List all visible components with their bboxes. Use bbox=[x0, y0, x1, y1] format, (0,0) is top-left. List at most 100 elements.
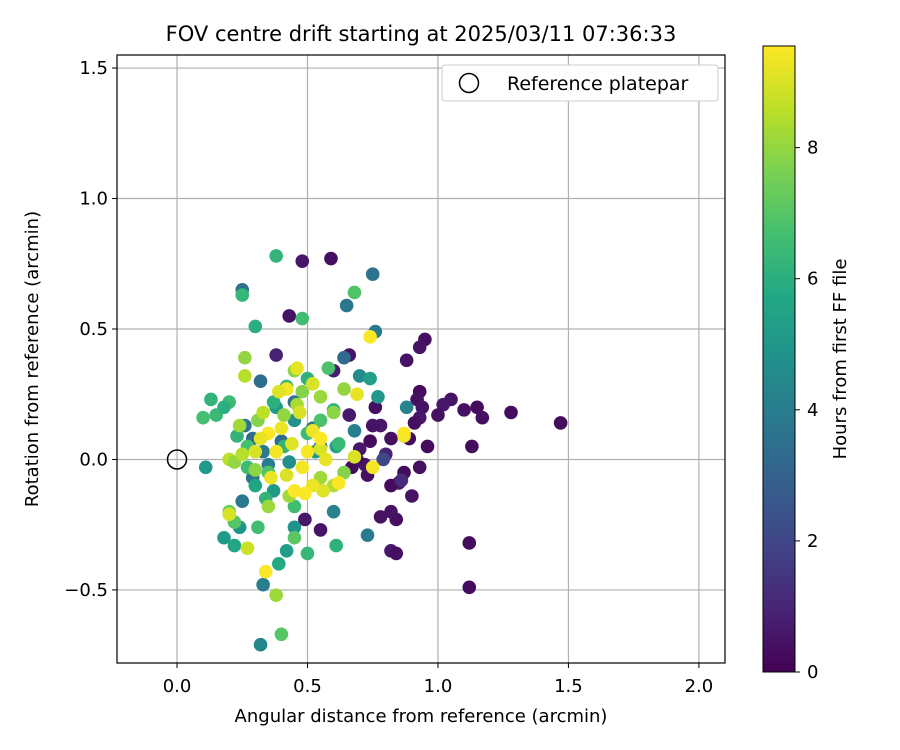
y-tick-label: 0.5 bbox=[79, 319, 108, 340]
scatter-point bbox=[300, 546, 315, 561]
scatter-point bbox=[269, 588, 283, 602]
scatter-point bbox=[298, 486, 312, 501]
scatter-point bbox=[292, 405, 307, 420]
scatter-point bbox=[436, 397, 450, 412]
scatter-point bbox=[269, 348, 283, 362]
scatter-point bbox=[300, 444, 315, 459]
scatter-point bbox=[368, 400, 383, 415]
scatter-point bbox=[431, 408, 445, 422]
scatter-point bbox=[360, 528, 375, 542]
scatter-point bbox=[365, 460, 380, 475]
scatter-point bbox=[269, 444, 283, 459]
scatter-point bbox=[248, 444, 263, 459]
scatter-point bbox=[313, 442, 328, 456]
scatter-point bbox=[222, 507, 237, 522]
scatter-point bbox=[347, 285, 362, 300]
scatter-point bbox=[287, 483, 302, 498]
scatter-point bbox=[313, 390, 328, 404]
scatter-point bbox=[227, 538, 242, 553]
scatter-point bbox=[305, 376, 320, 391]
scatter-point bbox=[384, 431, 398, 446]
legend-reference-marker bbox=[458, 72, 480, 94]
scatter-point bbox=[465, 439, 479, 454]
y-tick-label: 0.0 bbox=[79, 449, 108, 470]
scatter-point bbox=[217, 530, 231, 545]
scatter-point bbox=[332, 476, 346, 490]
scatter-point bbox=[238, 350, 252, 365]
scatter-point bbox=[264, 470, 278, 485]
scatter-point bbox=[412, 340, 427, 355]
scatter-point bbox=[196, 410, 210, 425]
x-axis-label: Angular distance from reference (arcmin) bbox=[235, 706, 608, 727]
scatter-point bbox=[240, 541, 255, 555]
y-tick-label: 1.5 bbox=[79, 58, 108, 79]
scatter-point bbox=[405, 489, 419, 503]
scatter-point bbox=[235, 494, 250, 509]
plot-frame bbox=[116, 54, 726, 664]
colorbar-tick-label: 8 bbox=[807, 138, 818, 159]
scatter-point bbox=[326, 405, 341, 420]
x-tick-label: 0.5 bbox=[293, 676, 322, 697]
y-tick-label: −0.5 bbox=[64, 580, 108, 601]
scatter-point bbox=[285, 437, 299, 451]
scatter-point bbox=[399, 400, 414, 415]
scatter-point bbox=[290, 361, 304, 375]
scatter-point bbox=[462, 580, 477, 595]
scatter-point bbox=[271, 557, 286, 571]
scatter-point bbox=[313, 431, 328, 446]
legend: Reference platepar bbox=[441, 64, 719, 102]
scatter-point bbox=[415, 400, 430, 415]
chart-title: FOV centre drift starting at 2025/03/11 … bbox=[166, 22, 677, 46]
reference-point bbox=[166, 449, 188, 470]
legend-label-reference: Reference platepar bbox=[507, 73, 689, 95]
scatter-point bbox=[248, 463, 263, 477]
scatter-point bbox=[251, 520, 265, 535]
scatter-point bbox=[277, 408, 291, 422]
scatter-point bbox=[399, 353, 414, 368]
scatter-point bbox=[235, 288, 250, 302]
scatter-point bbox=[352, 369, 367, 383]
scatter-point bbox=[274, 421, 289, 435]
scatter-point bbox=[394, 473, 409, 488]
scatter-point bbox=[204, 392, 218, 407]
colorbar-tick-label: 6 bbox=[807, 269, 818, 290]
scatter-point bbox=[248, 478, 263, 493]
scatter-point bbox=[295, 460, 310, 475]
scatter-point bbox=[329, 538, 343, 553]
scatter-point bbox=[295, 254, 310, 268]
scatter-point bbox=[363, 434, 377, 448]
scatter-point bbox=[350, 387, 364, 402]
scatter-point bbox=[253, 374, 268, 388]
scatter-point bbox=[230, 429, 244, 443]
x-tick-label: 1.0 bbox=[424, 676, 453, 697]
scatter-point bbox=[274, 627, 289, 642]
scatter-point bbox=[470, 400, 484, 415]
colorbar-tick-label: 2 bbox=[807, 531, 818, 552]
scatter-point bbox=[266, 395, 281, 409]
scatter-point bbox=[332, 437, 346, 451]
scatter-point bbox=[256, 405, 270, 420]
scatter-point bbox=[371, 390, 385, 404]
scatter-point bbox=[295, 311, 310, 326]
scatter-point bbox=[287, 499, 302, 514]
scatter-point bbox=[363, 371, 377, 386]
scatter-point bbox=[342, 408, 357, 422]
scatter-point bbox=[232, 418, 247, 433]
scatter-point bbox=[553, 416, 568, 430]
scatter-point bbox=[326, 504, 341, 519]
scatter-point bbox=[271, 384, 286, 399]
scatter-point bbox=[324, 251, 338, 266]
scatter-point bbox=[407, 416, 422, 430]
scatter-point bbox=[412, 460, 427, 475]
scatter-point bbox=[337, 382, 351, 396]
scatter-point bbox=[238, 369, 252, 383]
scatter-point bbox=[373, 510, 388, 524]
scatter-point bbox=[389, 512, 404, 527]
scatter-point bbox=[287, 520, 302, 535]
scatter-point bbox=[235, 447, 250, 462]
scatter-point bbox=[504, 405, 518, 420]
scatter-point bbox=[337, 350, 351, 365]
scatter-point bbox=[253, 637, 268, 652]
scatter-point bbox=[253, 431, 268, 446]
scatter-point bbox=[287, 530, 302, 545]
